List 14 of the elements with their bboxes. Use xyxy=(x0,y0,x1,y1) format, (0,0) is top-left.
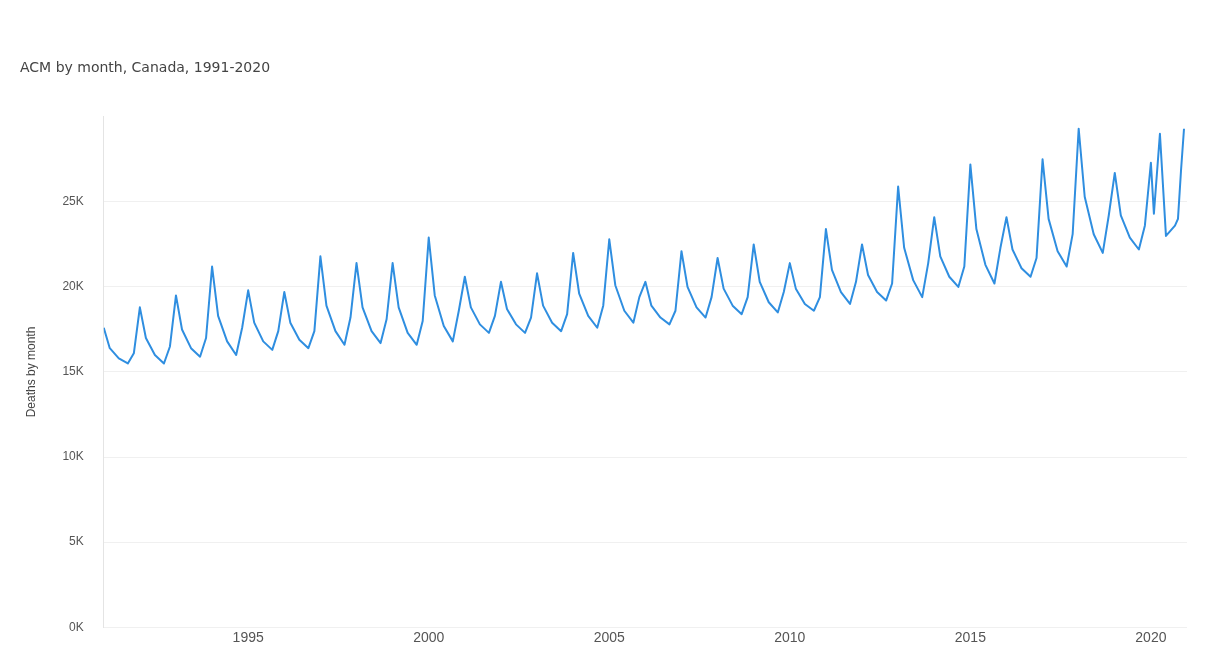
y-tick-label: 25K xyxy=(62,194,84,209)
y-tick-label: 20K xyxy=(62,279,84,294)
x-tick-label: 2015 xyxy=(954,629,987,646)
y-tick-label: 15K xyxy=(62,364,84,379)
y-tick-label: 0K xyxy=(69,619,84,634)
x-tick-label: 2010 xyxy=(774,629,806,646)
y-axis-title: Deaths by month xyxy=(23,326,38,418)
x-tick-label: 2005 xyxy=(593,629,626,646)
x-tick-label: 2000 xyxy=(413,629,445,646)
y-tick-label: 10K xyxy=(62,449,84,464)
chart-title: ACM by month, Canada, 1991-2020 xyxy=(20,59,271,76)
x-tick-label: 1995 xyxy=(232,629,264,646)
x-tick-label: 2020 xyxy=(1135,629,1167,646)
y-tick-label: 5K xyxy=(69,534,84,549)
